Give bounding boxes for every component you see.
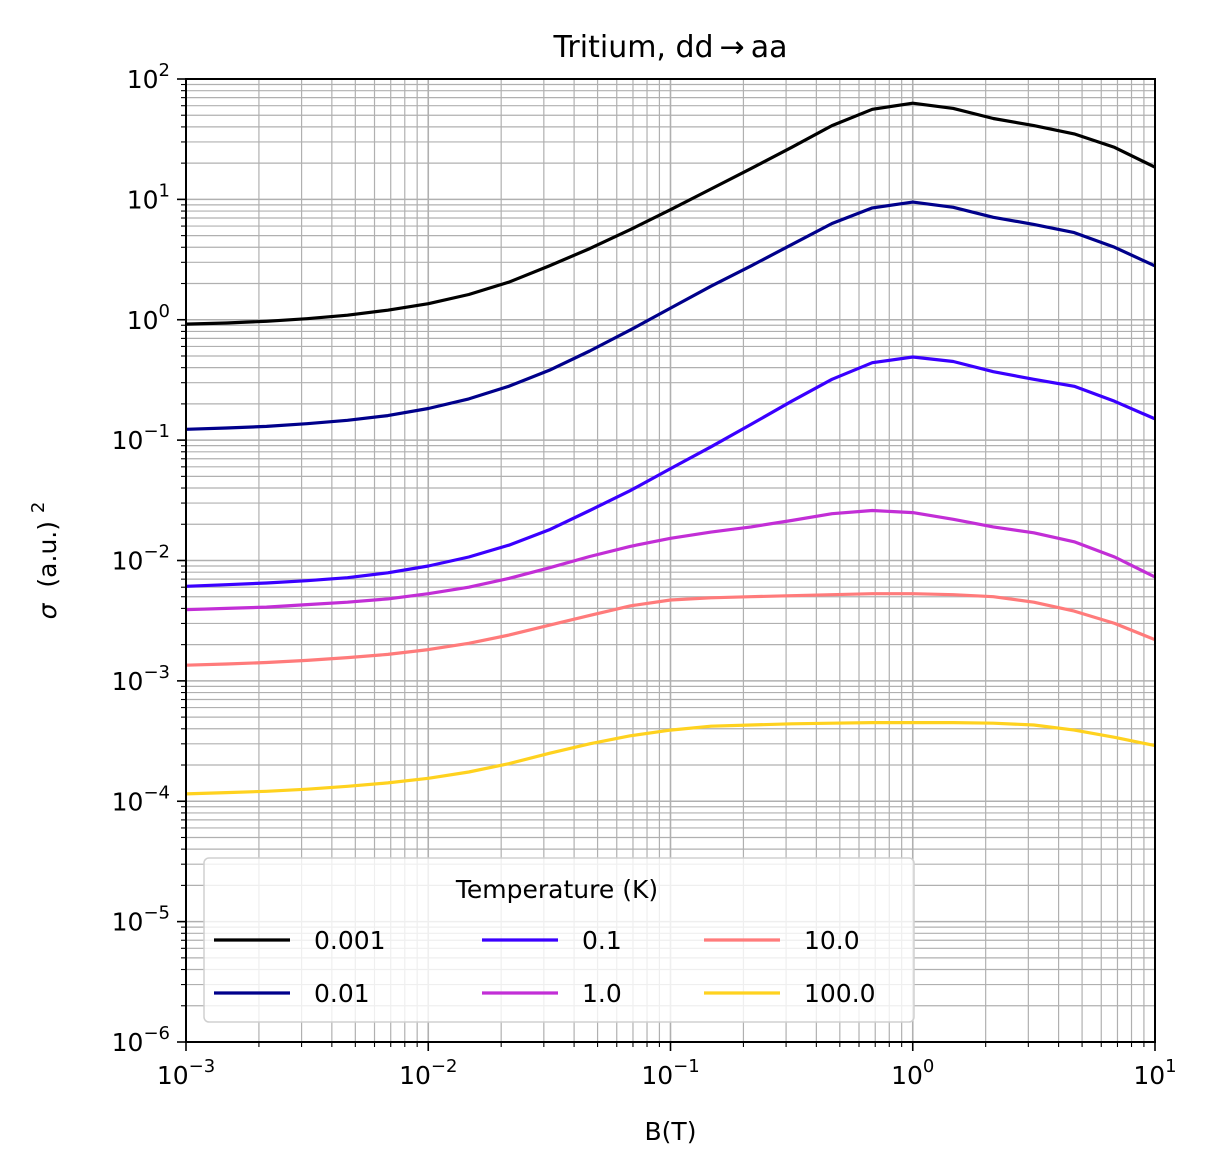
y-tick-label-exponent: −1 <box>143 421 170 442</box>
x-tick-label: 10−3 <box>157 1056 215 1090</box>
y-tick-label-exponent: 2 <box>159 60 170 81</box>
series-line <box>185 101 1156 326</box>
x-tick-label-base: 10 <box>1133 1061 1165 1090</box>
x-tick-label-exponent: −3 <box>189 1056 216 1077</box>
series-line <box>185 200 1156 431</box>
y-tick-label-base: 10 <box>112 667 144 696</box>
y-tick-label: 10−3 <box>112 662 170 696</box>
x-tick-label: 10−1 <box>641 1056 699 1090</box>
y-tick-label-base: 10 <box>112 908 144 937</box>
legend-title: Temperature (K) <box>455 875 658 904</box>
y-axis-label-exponent: 2 <box>28 502 49 513</box>
y-tick-label-base: 10 <box>127 306 159 335</box>
series-lines <box>185 101 1156 796</box>
chart-title: Tritium, dd → aa <box>553 30 788 65</box>
y-tick-label: 10−6 <box>112 1023 170 1057</box>
legend-label: 0.01 <box>314 979 370 1008</box>
y-tick-label-base: 10 <box>112 787 144 816</box>
series-line <box>185 592 1156 667</box>
x-tick-label-exponent: −1 <box>673 1056 700 1077</box>
y-axis-label-unit: (a.u.) <box>33 521 62 588</box>
y-tick-label-base: 10 <box>112 1028 144 1057</box>
series-line <box>185 355 1156 588</box>
x-tick-label: 10−2 <box>399 1056 457 1090</box>
y-tick-label-exponent: −6 <box>143 1023 170 1044</box>
y-tick-label: 101 <box>127 180 170 214</box>
y-tick-label-exponent: 0 <box>159 301 170 322</box>
x-tick-label-exponent: 0 <box>923 1056 934 1077</box>
legend-label: 10.0 <box>804 926 860 955</box>
x-tick-label-exponent: 1 <box>1165 1056 1176 1077</box>
legend-label: 0.1 <box>582 926 622 955</box>
x-tick-label-base: 10 <box>399 1061 431 1090</box>
y-tick-label-base: 10 <box>112 426 144 455</box>
x-tick-label: 100 <box>891 1056 934 1090</box>
y-tick-label-base: 10 <box>112 547 144 576</box>
y-tick-label: 10−1 <box>112 421 170 455</box>
legend-box <box>203 857 915 1023</box>
plot-frame <box>185 78 1156 1043</box>
legend-label: 100.0 <box>804 979 876 1008</box>
series-line <box>185 508 1156 612</box>
y-tick-label-exponent: 1 <box>159 180 170 201</box>
y-axis-label: σ (a.u.) 2 <box>28 502 62 620</box>
y-tick-label-base: 10 <box>127 65 159 94</box>
x-tick-label-base: 10 <box>157 1061 189 1090</box>
legend-label: 0.001 <box>314 926 386 955</box>
y-axis-label-symbol: σ <box>33 602 62 619</box>
y-tick-label-exponent: −3 <box>143 662 170 683</box>
y-tick-label: 102 <box>127 60 170 94</box>
x-axis-label: B(T) <box>645 1117 697 1146</box>
legend: Temperature (K) 0.001 0.01 0.1 1.0 10.0 100.0 <box>203 857 915 1023</box>
y-tick-label-exponent: −4 <box>143 782 170 803</box>
y-tick-label-exponent: −5 <box>143 903 170 924</box>
y-tick-label-exponent: −2 <box>143 542 170 563</box>
x-tick-label-exponent: −2 <box>431 1056 458 1077</box>
x-tick-label-base: 10 <box>641 1061 673 1090</box>
y-tick-label: 100 <box>127 301 170 335</box>
legend-label: 1.0 <box>582 979 622 1008</box>
y-tick-label: 10−2 <box>112 542 170 576</box>
y-tick-label: 10−5 <box>112 903 170 937</box>
x-tick-label-base: 10 <box>891 1061 923 1090</box>
y-tick-label-base: 10 <box>127 185 159 214</box>
x-tick-label: 101 <box>1133 1056 1176 1090</box>
series-line <box>185 720 1156 796</box>
y-tick-label: 10−4 <box>112 782 170 816</box>
